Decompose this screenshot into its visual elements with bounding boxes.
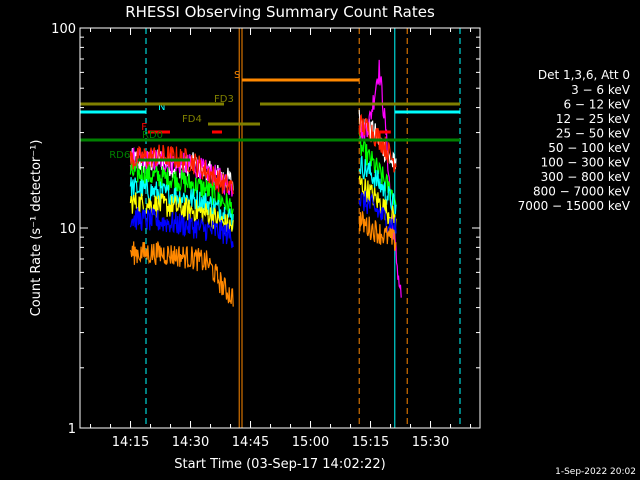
legend-entry: 12 − 25 keV: [556, 112, 631, 126]
series-line: [358, 190, 397, 234]
series-layer: [129, 59, 402, 307]
flag-label: FD4: [182, 114, 202, 125]
legend-entry: 3 − 6 keV: [571, 83, 631, 97]
legend-title: Det 1,3,6, Att 0: [538, 68, 630, 82]
series-line: [358, 113, 397, 173]
x-tick-label: 15:15: [352, 435, 389, 450]
series-line: [129, 177, 234, 230]
footer-timestamp: 1-Sep-2022 20:02: [555, 467, 636, 477]
y-tick-label: 1: [68, 422, 76, 437]
flag-label: F: [141, 122, 147, 133]
x-axis-label: Start Time (03-Sep-17 14:02:22): [174, 457, 385, 472]
legend-entry: 300 − 800 keV: [541, 170, 631, 184]
y-tick-label: 100: [51, 22, 76, 37]
flag-label: RD6: [109, 150, 130, 161]
flag-label: S: [234, 70, 240, 81]
y-tick-label: 10: [59, 222, 76, 237]
series-line: [129, 144, 234, 195]
y-axis-label: Count Rate (s⁻¹ detector⁻¹): [29, 140, 44, 317]
axes: 1 10 100 14:15 14:30 14:45 15:00 15:15 15:30: [51, 22, 481, 450]
x-tick-label: 14:15: [112, 435, 149, 450]
flag-label: RD0: [142, 130, 163, 141]
legend-entry: 6 − 12 keV: [563, 98, 630, 112]
series-line: [358, 175, 397, 230]
series-line: [129, 207, 234, 249]
x-tick-label: 14:30: [172, 435, 209, 450]
x-tick-label: 15:00: [292, 435, 329, 450]
legend-entry: 25 − 50 keV: [556, 127, 631, 141]
series-line: [358, 211, 397, 252]
series-line: [129, 241, 234, 307]
legend-entry: 50 − 100 keV: [548, 141, 631, 155]
legend-entry: 100 − 300 keV: [541, 156, 631, 170]
x-tick-label: 14:45: [232, 435, 269, 450]
flag-label: N: [158, 102, 165, 113]
legend-entry: 800 − 7000 keV: [533, 185, 631, 199]
flag-bars: N S F FD3 FD4 RD0 RD6: [80, 70, 460, 162]
legend-entry: 7000 − 15000 keV: [518, 199, 631, 213]
x-tick-label: 15:30: [412, 435, 449, 450]
chart-title: RHESSI Observing Summary Count Rates: [125, 3, 435, 21]
series-line: [358, 155, 397, 215]
marker-lines: [145, 28, 461, 428]
flag-label: FD3: [214, 94, 234, 105]
